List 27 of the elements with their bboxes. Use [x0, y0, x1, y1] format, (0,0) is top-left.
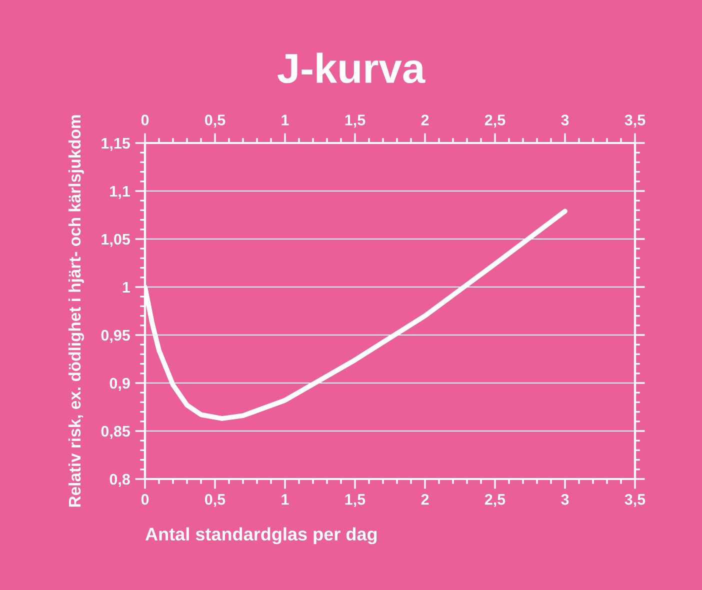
x-tick-label: 3,5	[624, 494, 646, 508]
chart-title: J-kurva	[278, 52, 426, 84]
x2-tick-label: 0	[141, 114, 149, 126]
x2-tick-label: 2,5	[484, 114, 506, 128]
y-tick-label: 0,9	[110, 378, 130, 391]
x2-tick-label: 1	[282, 114, 289, 126]
x-tick-label: 2	[421, 494, 429, 505]
x-tick-label: 2,5	[484, 494, 506, 508]
y-tick-label: 0,95	[101, 330, 130, 343]
y-tick-label: 1	[122, 282, 130, 293]
x2-tick-label: 1,5	[345, 114, 366, 128]
y-tick-label: 0,85	[101, 426, 130, 439]
x2-tick-label: 3,5	[624, 114, 646, 128]
y-tick-label: 1,1	[110, 186, 130, 199]
x-axis-title: Antal standardglas per dag	[145, 527, 377, 544]
y-tick-label: 0,8	[110, 474, 130, 487]
x2-tick-label: 2	[421, 114, 429, 126]
x-tick-label: 3	[561, 494, 569, 505]
x-tick-label: 0	[141, 494, 149, 505]
x2-tick-label: 0,5	[204, 114, 226, 128]
x-tick-label: 1,5	[345, 494, 366, 508]
y-axis-title: Relativ risk, ex. dödlighet i hjärt- och kärlsjukdom	[68, 115, 84, 507]
x-tick-label: 1	[282, 494, 289, 505]
y-tick-label: 1,05	[102, 234, 130, 247]
x2-tick-label: 3	[561, 114, 569, 126]
x-tick-label: 0,5	[204, 494, 226, 508]
y-tick-label: 1,15	[102, 138, 130, 151]
